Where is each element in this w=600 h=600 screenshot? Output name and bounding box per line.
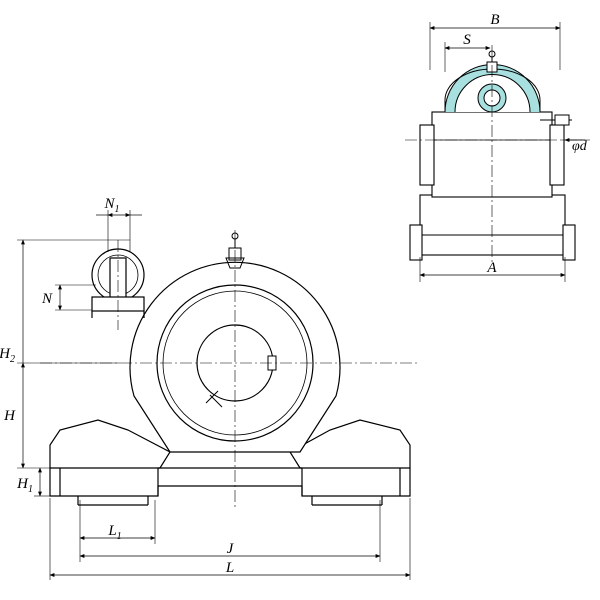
diagram-canvas: L J L1 N1 H H2 H1 N B S A φd [0,0,600,600]
front-view [17,210,420,580]
dim-H2: H2 [0,346,15,365]
dim-B: B [490,12,499,28]
dim-H1: H1 [16,476,33,495]
dim-S: S [463,32,471,48]
dim-H: H [3,408,16,424]
dim-L1: L1 [107,523,121,542]
dim-phid: φd [572,139,588,154]
dim-N1: N1 [103,196,119,215]
dim-N: N [41,291,53,307]
dim-J: J [227,541,235,557]
dim-L: L [225,560,234,576]
dim-A: A [486,260,497,276]
side-view [405,22,590,282]
